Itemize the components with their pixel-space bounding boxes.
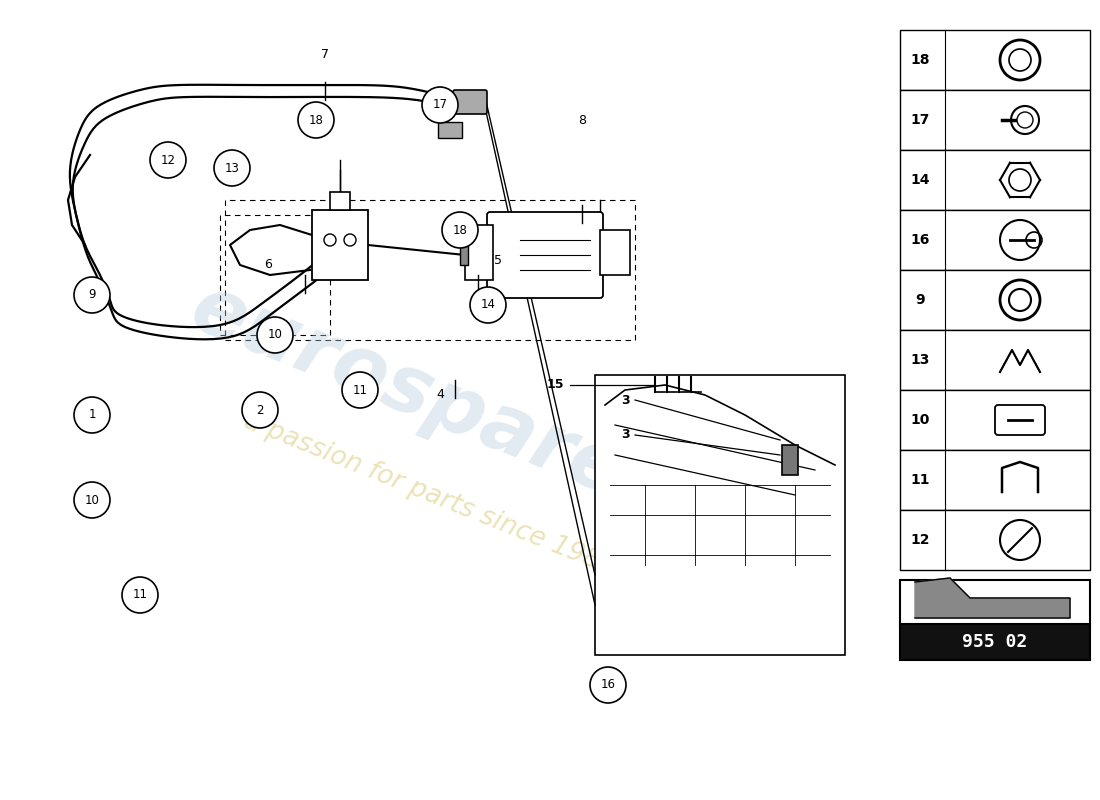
Text: 13: 13 bbox=[224, 162, 240, 174]
Text: 8: 8 bbox=[578, 114, 586, 126]
Text: 9: 9 bbox=[915, 293, 925, 307]
Bar bbox=[782, 445, 797, 475]
Text: 3: 3 bbox=[620, 394, 629, 406]
Circle shape bbox=[1000, 220, 1040, 260]
Text: 12: 12 bbox=[161, 154, 176, 166]
Bar bbox=[312, 210, 368, 280]
Text: 9: 9 bbox=[88, 289, 96, 302]
Circle shape bbox=[257, 317, 293, 353]
Circle shape bbox=[1009, 169, 1031, 191]
Bar bbox=[900, 624, 1090, 660]
Text: 18: 18 bbox=[309, 114, 323, 126]
Bar bbox=[900, 390, 1090, 450]
Text: 18: 18 bbox=[452, 223, 468, 237]
Circle shape bbox=[1018, 112, 1033, 128]
Text: 16: 16 bbox=[601, 678, 616, 691]
Circle shape bbox=[242, 392, 278, 428]
Text: 17: 17 bbox=[432, 98, 448, 111]
Text: 10: 10 bbox=[911, 413, 930, 427]
Bar bbox=[900, 450, 1090, 510]
Bar bbox=[900, 150, 1090, 210]
Text: 11: 11 bbox=[132, 589, 147, 602]
Text: 3: 3 bbox=[620, 429, 629, 442]
Circle shape bbox=[590, 667, 626, 703]
Circle shape bbox=[342, 372, 378, 408]
Bar bbox=[600, 230, 630, 275]
Circle shape bbox=[344, 234, 356, 246]
Bar bbox=[460, 245, 467, 265]
Text: 4: 4 bbox=[436, 389, 444, 402]
FancyBboxPatch shape bbox=[996, 405, 1045, 435]
Circle shape bbox=[74, 277, 110, 313]
Text: 10: 10 bbox=[85, 494, 99, 506]
Text: a passion for parts since 1985: a passion for parts since 1985 bbox=[241, 408, 619, 582]
FancyBboxPatch shape bbox=[453, 90, 487, 114]
Text: 11: 11 bbox=[352, 383, 367, 397]
Circle shape bbox=[1000, 280, 1040, 320]
Circle shape bbox=[298, 102, 334, 138]
Text: 15: 15 bbox=[547, 378, 563, 391]
Text: 1: 1 bbox=[88, 409, 96, 422]
Bar bbox=[900, 90, 1090, 150]
Text: 6: 6 bbox=[264, 258, 272, 271]
Circle shape bbox=[442, 212, 478, 248]
Bar bbox=[900, 510, 1090, 570]
Bar bbox=[465, 225, 493, 280]
Text: eurospares: eurospares bbox=[179, 269, 681, 531]
Text: 13: 13 bbox=[911, 353, 930, 367]
Circle shape bbox=[74, 397, 110, 433]
Circle shape bbox=[214, 150, 250, 186]
Text: 17: 17 bbox=[911, 113, 930, 127]
Circle shape bbox=[470, 287, 506, 323]
Text: 14: 14 bbox=[481, 298, 495, 311]
Bar bbox=[900, 30, 1090, 90]
Polygon shape bbox=[915, 578, 1070, 618]
Text: 2: 2 bbox=[256, 403, 264, 417]
Circle shape bbox=[74, 482, 110, 518]
Bar bbox=[438, 122, 462, 138]
Bar bbox=[330, 192, 350, 210]
Text: 10: 10 bbox=[267, 329, 283, 342]
Bar bbox=[595, 375, 845, 655]
Circle shape bbox=[122, 577, 158, 613]
Text: 18: 18 bbox=[911, 53, 930, 67]
Bar bbox=[900, 330, 1090, 390]
Text: 955 02: 955 02 bbox=[962, 633, 1027, 651]
Circle shape bbox=[1009, 289, 1031, 311]
Text: 7: 7 bbox=[321, 49, 329, 62]
Circle shape bbox=[150, 142, 186, 178]
Circle shape bbox=[324, 234, 336, 246]
Bar bbox=[900, 210, 1090, 270]
Text: 12: 12 bbox=[911, 533, 930, 547]
Text: 11: 11 bbox=[911, 473, 930, 487]
Bar bbox=[900, 580, 1090, 625]
Circle shape bbox=[422, 87, 458, 123]
Text: 5: 5 bbox=[494, 254, 502, 266]
Circle shape bbox=[1000, 520, 1040, 560]
FancyBboxPatch shape bbox=[487, 212, 603, 298]
Text: 14: 14 bbox=[911, 173, 930, 187]
Bar bbox=[900, 270, 1090, 330]
Text: 16: 16 bbox=[911, 233, 930, 247]
